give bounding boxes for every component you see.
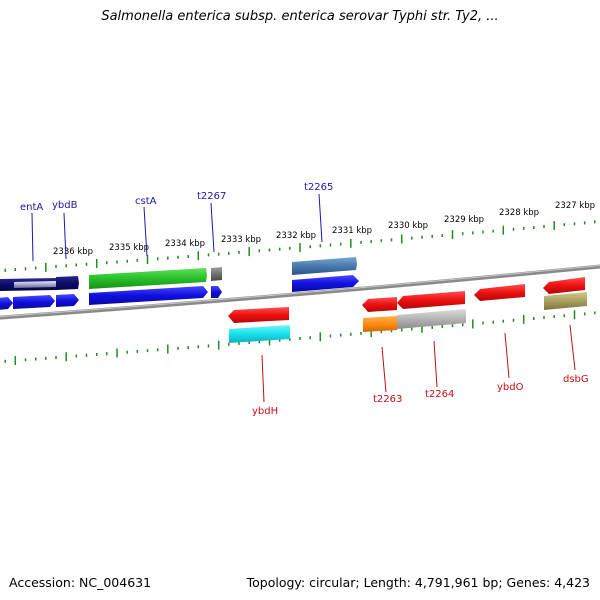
leader-t2264 <box>433 340 438 388</box>
gene-label-t2265[interactable]: t2265 <box>304 182 333 193</box>
gene-t2267[interactable] <box>211 267 222 281</box>
gene-cstA[interactable] <box>89 268 207 289</box>
scale-label: 2329 kbp <box>444 215 484 225</box>
gene-entA-inner-band <box>14 281 56 288</box>
gene-ybdB[interactable] <box>56 276 79 290</box>
gene-label-ybdO[interactable]: ybdO <box>497 382 524 393</box>
genome-summary: Topology: circular; Length: 4,791,961 bp… <box>246 575 590 590</box>
scale-ticks-inner <box>4 310 596 365</box>
label-leaders <box>31 193 576 403</box>
gene-dsbG[interactable] <box>543 277 585 294</box>
accession-label: Accession: NC_004631 <box>9 575 152 590</box>
leader-t2267 <box>210 202 215 253</box>
gene-cyan[interactable] <box>229 325 290 343</box>
forward-genes <box>0 257 359 310</box>
gene-olive[interactable] <box>544 292 587 310</box>
gene-t2264[interactable] <box>397 291 465 309</box>
leader-ybdB <box>63 212 67 260</box>
gene-blue-6[interactable] <box>292 275 359 292</box>
leader-t2263 <box>381 346 387 393</box>
gene-label-t2264[interactable]: t2264 <box>425 389 454 400</box>
gene-label-t2263[interactable]: t2263 <box>373 394 402 405</box>
leader-entA <box>31 212 34 262</box>
gene-label-dsbG[interactable]: dsbG <box>563 374 589 385</box>
gene-ybdH[interactable] <box>228 307 289 323</box>
scale-label: 2333 kbp <box>221 235 261 245</box>
gene-t2263[interactable] <box>362 297 397 312</box>
leader-t2265 <box>318 193 323 243</box>
scale-label: 2331 kbp <box>332 226 372 236</box>
scale-label: 2327 kbp <box>555 201 595 211</box>
gene-ybdO[interactable] <box>474 284 525 301</box>
gene-orange[interactable] <box>363 316 397 332</box>
gene-grey[interactable] <box>397 309 466 329</box>
gene-label-t2267[interactable]: t2267 <box>197 191 226 202</box>
scale-label: 2330 kbp <box>388 221 428 231</box>
leader-ybdO <box>504 332 510 379</box>
scale-ticks-outer <box>4 220 596 272</box>
scale-label: 2334 kbp <box>165 239 205 249</box>
leader-cstA <box>143 206 148 257</box>
scale-label: 2328 kbp <box>499 208 539 218</box>
leader-dsbG <box>569 324 576 371</box>
gene-label-ybdH[interactable]: ybdH <box>252 406 278 417</box>
gene-blue-4[interactable] <box>89 286 208 305</box>
gene-blue-5[interactable] <box>211 286 222 298</box>
genome-backbone <box>0 264 600 320</box>
gene-label-cstA[interactable]: cstA <box>135 196 157 207</box>
gene-t2265[interactable] <box>292 257 357 275</box>
scale-label: 2332 kbp <box>276 231 316 241</box>
scale-labels: 2336 kbp 2335 kbp 2334 kbp 2333 kbp 2332… <box>53 201 595 257</box>
reverse-genes <box>228 277 587 343</box>
scale-label: 2335 kbp <box>109 243 149 253</box>
map-title: Salmonella enterica subsp. enterica sero… <box>101 9 499 24</box>
genome-backbone-highlight <box>0 264 600 318</box>
leader-ybdH <box>261 354 265 403</box>
gene-labels: entA ybdB cstA t2267 t2265 ybdH t2263 t2… <box>20 182 589 417</box>
gene-label-entA[interactable]: entA <box>20 202 43 213</box>
scale-label: 2336 kbp <box>53 247 93 257</box>
gene-blue-3[interactable] <box>56 294 79 307</box>
gene-blue-1[interactable] <box>0 297 13 310</box>
gene-label-ybdB[interactable]: ybdB <box>52 200 78 211</box>
gene-blue-2[interactable] <box>13 295 55 309</box>
